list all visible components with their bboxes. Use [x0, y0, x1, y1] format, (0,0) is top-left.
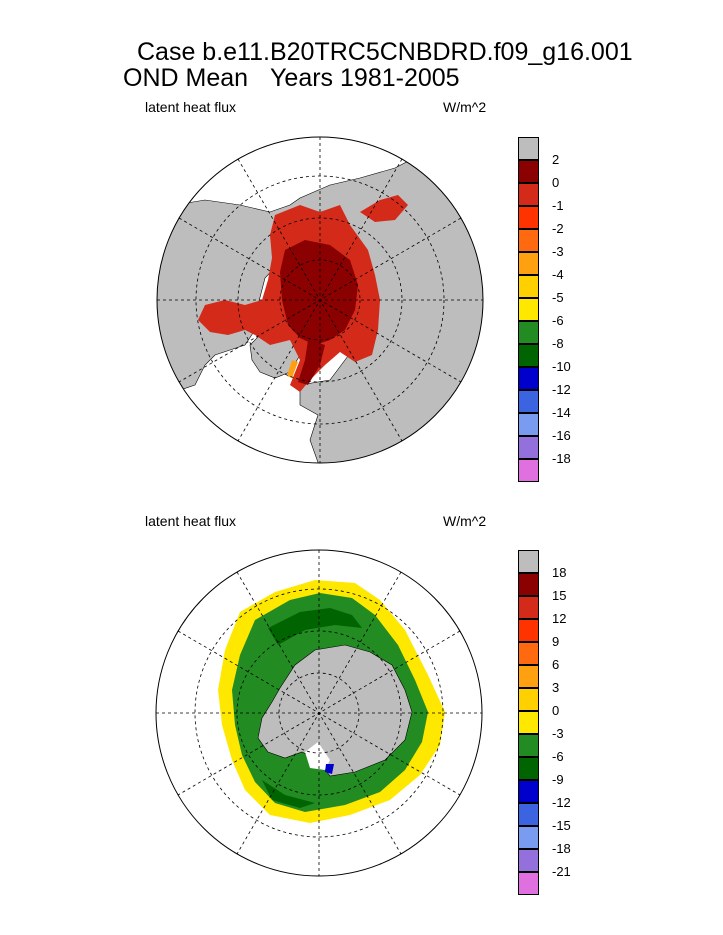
- colorbar-swatch: [518, 206, 539, 229]
- north-ice-strait: [298, 340, 325, 385]
- south-ice-inner2: [262, 780, 315, 808]
- colorbar-tick-label: -1: [552, 198, 564, 213]
- colorbar-tick-label: 3: [552, 680, 560, 695]
- colorbar-tick-label: 9: [552, 634, 560, 649]
- colorbar-tick-label: 2: [552, 152, 560, 167]
- colorbar-tick-label: -6: [552, 313, 564, 328]
- colorbar-swatch: [518, 596, 539, 619]
- colorbar-tick-label: -12: [552, 795, 571, 810]
- colorbar-swatch: [518, 619, 539, 642]
- colorbar-tick-label: 6: [552, 657, 560, 672]
- north-ice-edge: [287, 360, 298, 378]
- colorbar-tick-label: -15: [552, 818, 571, 833]
- colorbar-swatch: [518, 642, 539, 665]
- colorbar-tick-label: 12: [552, 611, 567, 626]
- colorbar-swatch: [518, 711, 539, 734]
- colorbar-swatch: [518, 665, 539, 688]
- north-graticule: [157, 137, 483, 463]
- north-ice-core: [280, 240, 358, 345]
- colorbar-swatch: [518, 573, 539, 596]
- colorbar-swatch: [518, 550, 539, 573]
- colorbar-swatch: [518, 436, 539, 459]
- colorbar-tick-label: -14: [552, 405, 571, 420]
- panel1-units-label: W/m^2: [443, 99, 487, 115]
- colorbar-swatch: [518, 229, 539, 252]
- chart-subtitle: OND Mean Years 1981-2005: [123, 64, 460, 93]
- colorbar-swatch: [518, 367, 539, 390]
- colorbar-tick-label: -18: [552, 451, 571, 466]
- colorbar-swatch: [518, 252, 539, 275]
- colorbar-swatch: [518, 826, 539, 849]
- colorbar-tick-label: 0: [552, 175, 560, 190]
- colorbar-tick-label: -3: [552, 726, 564, 741]
- colorbar-swatch: [518, 688, 539, 711]
- colorbar-swatch: [518, 872, 539, 895]
- colorbar-tick-label: -21: [552, 864, 571, 879]
- colorbar-tick-label: -2: [552, 221, 564, 236]
- south-map-border: [155, 549, 483, 877]
- south-graticule: [156, 550, 482, 876]
- panel2-variable-label: latent heat flux: [145, 513, 237, 529]
- south-ice-inner: [268, 608, 362, 645]
- north-ice-east: [360, 195, 408, 222]
- colorbar-swatch: [518, 275, 539, 298]
- colorbar-swatch: [518, 459, 539, 482]
- colorbar-tick-label: 18: [552, 565, 567, 580]
- colorbar-tick-label: -9: [552, 772, 564, 787]
- south-ross-gap: [305, 742, 330, 770]
- south-polar-map: [156, 550, 482, 876]
- colorbar-swatch: [518, 137, 539, 160]
- colorbar-swatch: [518, 413, 539, 436]
- colorbar-swatch: [518, 849, 539, 872]
- colorbar-tick-label: -5: [552, 290, 564, 305]
- north-map-border: [156, 136, 484, 464]
- colorbar-swatch: [518, 160, 539, 183]
- colorbar-tick-label: -16: [552, 428, 571, 443]
- colorbar-swatch: [518, 298, 539, 321]
- colorbar-tick-label: -6: [552, 749, 564, 764]
- colorbar-swatch: [518, 780, 539, 803]
- colorbar-swatch: [518, 321, 539, 344]
- season-label: OND Mean: [123, 64, 249, 92]
- colorbar-swatch: [518, 803, 539, 826]
- colorbar-swatch: [518, 390, 539, 413]
- north-polar-map: [157, 137, 483, 463]
- chart-title: Case b.e11.B20TRC5CNBDRD.f09_g16.001: [137, 38, 633, 66]
- colorbar-tick-label: 15: [552, 588, 567, 603]
- colorbar-tick-label: -4: [552, 267, 564, 282]
- panel2-units-label: W/m^2: [443, 513, 487, 529]
- colorbar-swatch: [518, 734, 539, 757]
- colorbar-swatch: [518, 183, 539, 206]
- south-sa-tip: [345, 875, 370, 876]
- colorbar-tick-label: -12: [552, 382, 571, 397]
- colorbar-swatch: [518, 757, 539, 780]
- colorbar-swatch: [518, 344, 539, 367]
- colorbar-tick-label: -18: [552, 841, 571, 856]
- colorbar-tick-label: -8: [552, 336, 564, 351]
- south-antarctica: [257, 644, 413, 777]
- colorbar-tick-label: -3: [552, 244, 564, 259]
- colorbar-tick-label: -10: [552, 359, 571, 374]
- south-blue-patch: [325, 764, 334, 774]
- north-land: [157, 154, 483, 463]
- colorbar-tick-label: 0: [552, 703, 560, 718]
- panel1-variable-label: latent heat flux: [145, 99, 237, 115]
- years-label: Years 1981-2005: [270, 64, 460, 92]
